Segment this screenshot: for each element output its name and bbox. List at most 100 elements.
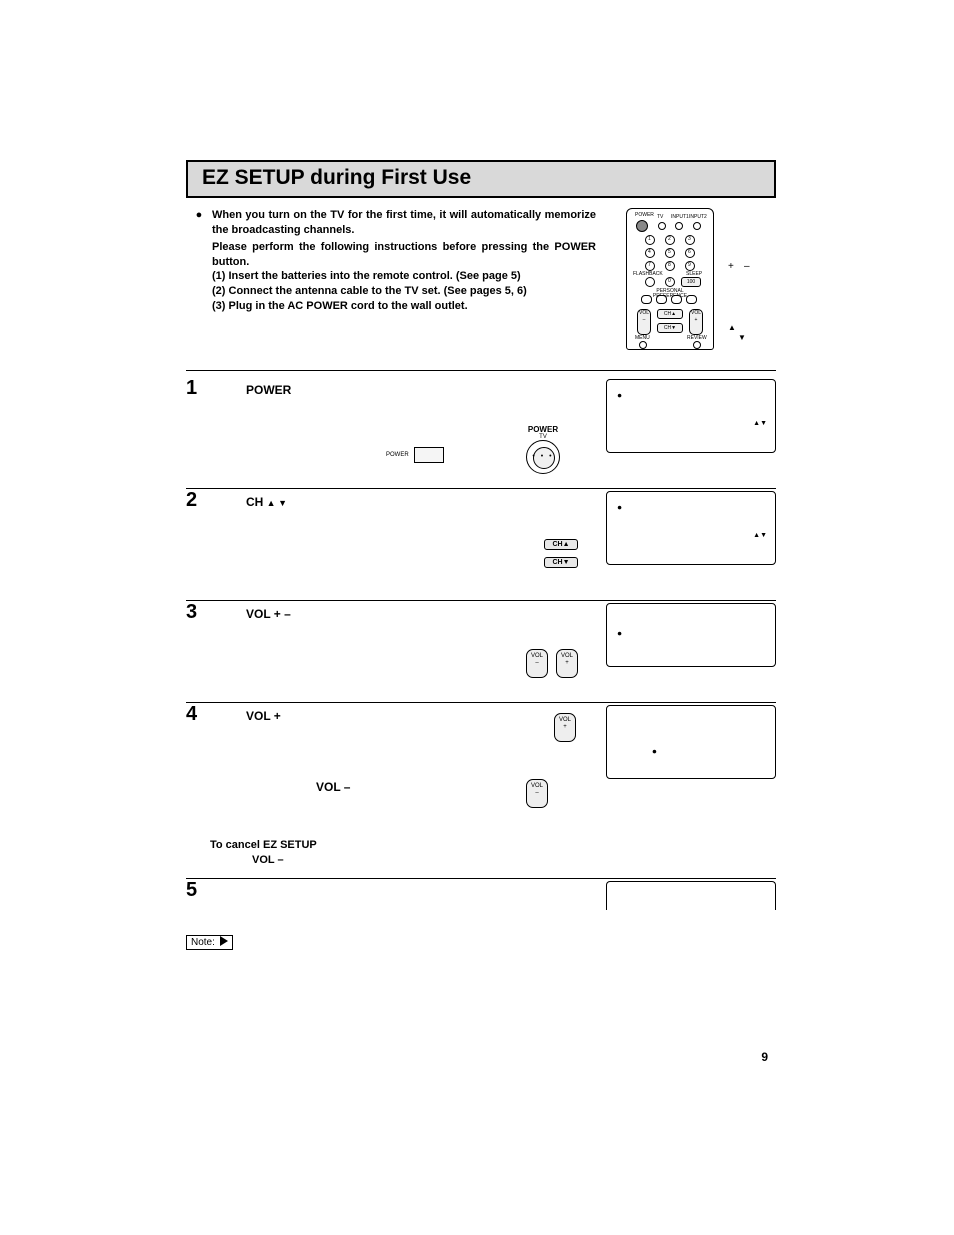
page-number: 9 [761,1050,768,1064]
remote-key-2: 2 [665,235,675,245]
power-small-label: POWER [386,452,409,458]
remote-power-button [636,220,648,232]
step-1-tv-screen: ● ▲▼ [606,379,776,453]
page-content: EZ SETUP during First Use ● When you tur… [186,160,776,950]
step-4: 4 VOL + VOL – VOL+ VOL– ● [186,703,776,824]
remote-diagram: POWER TV INPUT1 INPUT2 1 2 3 4 5 6 7 [626,208,776,353]
vol-plus-button: VOL+ [556,649,578,678]
intro-block: ● When you turn on the TV for the first … [186,208,776,358]
remote-key-4: 4 [645,248,655,258]
remote-key-3: 3 [685,235,695,245]
intro-item3: (3) Plug in the AC POWER cord to the wal… [212,299,596,314]
step-4-label-prefix: VOL [246,709,274,723]
cancel-line1: To cancel EZ SETUP [210,838,776,853]
remote-key-5: 5 [665,248,675,258]
remote-label-power: POWER [635,213,654,218]
step-3-vol-buttons: VOL– VOL+ [526,649,578,678]
step-4-minus: – [344,780,351,794]
step-4-plus: + [274,709,281,723]
power-circle-label: POWER [526,425,560,434]
remote-key-1: 1 [645,235,655,245]
intro-text: ● When you turn on the TV for the first … [186,208,596,314]
step-2-arrows: ▲ ▼ [267,498,287,508]
remote-input2-button [693,222,701,230]
remote-menu-button [639,341,647,349]
step-4-vol-plus-button: VOL+ [554,713,576,742]
intro-item2: (2) Connect the antenna cable to the TV … [212,284,596,299]
step-2-tv-screen: ● ▲▼ [606,491,776,565]
side-up-icon: ▲ [728,323,736,334]
step-4-number: 4 [186,703,197,726]
remote-ch-down: CH▼ [657,323,683,333]
step-1-power-circle-block: POWER TV • • • [526,425,560,474]
step-3-signs: + – [274,607,291,621]
intro-line2: Please perform the following instruction… [212,240,596,270]
bullet-icon: ● [617,746,657,757]
remote-input1-button [675,222,683,230]
step-1-number: 1 [186,377,197,400]
remote-frame: POWER TV INPUT1 INPUT2 1 2 3 4 5 6 7 [626,208,714,350]
remote-pref-4 [686,295,697,304]
side-plus-icon: + [728,260,734,274]
intro-line1: When you turn on the TV for the first ti… [212,208,596,238]
step-1-tv-arrows: ▲▼ [617,419,767,428]
step-3-tv-screen: ● [606,603,776,667]
remote-vol-up: VOL+ [689,309,703,335]
cancel-line2-prefix: VOL [252,854,277,866]
ch-down-pill: CH▼ [544,557,578,568]
remote-tv-button [658,222,666,230]
remote-100-button: 100 [681,277,701,287]
vol-plus-button: VOL+ [554,713,576,742]
side-down-icon: ▼ [738,333,746,344]
step-1-label: POWER [246,383,291,397]
step-1-power-rect: POWER [386,447,444,463]
remote-label-input1: INPUT1 [671,215,689,220]
step-2: 2 CH ▲ ▼ CH▲ CH▼ ● ▲▼ [186,489,776,590]
divider [186,370,776,371]
bullet-icon: ● [617,390,629,401]
vol-minus-button: VOL– [526,779,548,808]
step-2-label-prefix: CH [246,495,267,509]
power-button-rect-icon [414,447,444,463]
remote-key-8: 8 [665,261,675,271]
intro-item1: (1) Insert the batteries into the remote… [212,269,596,284]
vol-minus-button: VOL– [526,649,548,678]
cancel-block: To cancel EZ SETUP VOL – [210,838,776,868]
remote-label-input2: INPUT2 [689,215,707,220]
step-3-number: 3 [186,601,197,624]
ch-up-pill: CH▲ [544,539,578,550]
step-5-number: 5 [186,879,197,902]
section-title-bar: EZ SETUP during First Use [186,160,776,198]
remote-flashback-button [645,277,655,287]
step-2-number: 2 [186,489,197,512]
note-label: Note: [191,937,215,948]
remote-label-tv: TV [657,215,663,220]
remote-key-7: 7 [645,261,655,271]
remote-ch-up: CH▲ [657,309,683,319]
step-3: 3 VOL + – VOL– VOL+ ● [186,601,776,692]
step-5: 5 [186,879,776,915]
note-arrow-icon [218,937,228,948]
remote-key-6: 6 [685,248,695,258]
bullet-icon: ● [617,628,629,639]
remote-pref-3 [671,295,682,304]
power-circle-icon: • • • [526,440,560,474]
side-minus-icon: – [744,260,750,274]
note-row: Note: [186,927,776,950]
note-box: Note: [186,935,233,950]
remote-review-button [693,341,701,349]
remote-pref-2 [656,295,667,304]
step-4-tv-screen: ● [606,705,776,779]
bullet-icon: ● [186,208,212,238]
bullet-icon: ● [617,502,629,513]
remote-key-9: 9 [685,261,695,271]
step-3-label-prefix: VOL [246,607,274,621]
remote-vol-down: VOL– [637,309,651,335]
step-5-tv-screen [606,881,776,910]
step-4-second-prefix: VOL [316,780,344,794]
step-2-ch-buttons: CH▲ CH▼ [544,539,578,568]
cancel-line2-sign: – [277,854,283,866]
step-4-vol-minus-button: VOL– [526,779,548,808]
section-title: EZ SETUP during First Use [202,166,471,189]
step-2-tv-arrows: ▲▼ [617,531,767,540]
